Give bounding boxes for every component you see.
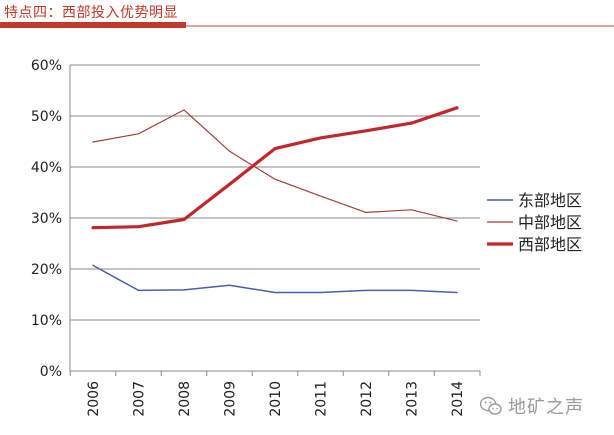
series-line — [91, 106, 459, 230]
y-tick-label: 40% — [31, 160, 62, 176]
legend-label: 东部地区 — [518, 191, 582, 210]
x-tick-label: 2012 — [359, 381, 375, 417]
y-tick-label: 50% — [31, 109, 62, 125]
x-tick-label: 2011 — [314, 381, 330, 417]
header: 特点四：西部投入优势明显 — [0, 0, 614, 30]
line-chart: 0% 10% 20% 30% 40% 50% 60% 2006 2007 2008 2009 2010… — [31, 58, 582, 417]
y-tick-label: 20% — [31, 262, 62, 278]
series-line — [92, 109, 458, 222]
x-tick-label: 2006 — [86, 381, 102, 417]
y-tick-label: 10% — [31, 313, 62, 329]
x-tick-label: 2007 — [132, 381, 148, 417]
y-tick-label: 30% — [31, 211, 62, 227]
series-line — [92, 264, 458, 294]
x-tick-label: 2008 — [177, 381, 193, 417]
x-tick-label: 2013 — [405, 381, 421, 417]
y-tick-label: 60% — [31, 58, 62, 74]
watermark-text: 地矿之声 — [508, 397, 584, 418]
x-tick-label: 2014 — [450, 381, 466, 417]
legend-label: 西部地区 — [518, 235, 582, 254]
legend-label: 中部地区 — [518, 213, 582, 232]
watermark: 地矿之声 — [480, 393, 584, 419]
page-title: 特点四：西部投入优势明显 — [4, 5, 178, 21]
chart-container: 0% 10% 20% 30% 40% 50% 60% 2006 2007 2008 2009 2010… — [0, 30, 614, 431]
x-tick-label: 2009 — [223, 381, 239, 417]
y-tick-label: 0% — [40, 364, 62, 380]
header-divider — [186, 25, 614, 27]
wechat-icon — [480, 396, 502, 415]
header-accent-bar — [0, 22, 186, 28]
x-tick-label: 2010 — [268, 381, 284, 417]
